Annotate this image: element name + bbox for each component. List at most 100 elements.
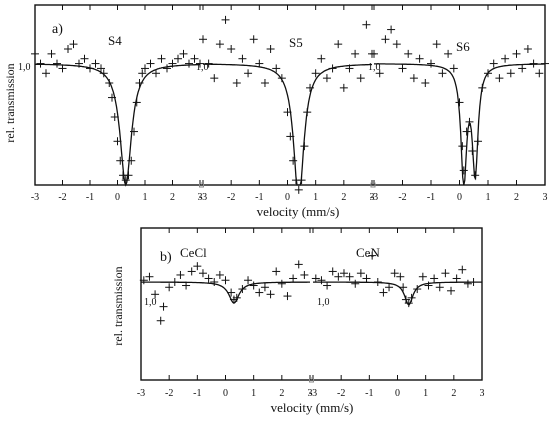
data-point	[260, 79, 269, 87]
data-point	[392, 40, 401, 49]
data-point	[535, 69, 544, 78]
panel-a-label: a)	[52, 22, 63, 37]
data-point	[409, 74, 418, 83]
x-tick-label: -1	[365, 388, 373, 399]
data-point	[306, 83, 315, 92]
data-point	[64, 45, 72, 53]
data-point	[176, 270, 185, 279]
panel-b-ylabel: rel. transmission	[111, 266, 125, 345]
panel-b: b) rel. transmission velocity (mm/s) -3 -…	[111, 227, 485, 415]
data-point	[196, 59, 204, 68]
data-point	[339, 83, 348, 92]
data-point	[132, 98, 141, 107]
series-label-cen: CeN	[356, 245, 380, 260]
data-point	[323, 281, 332, 290]
y-reference-label: 1,0	[144, 297, 157, 308]
x-tick-label: -3	[137, 388, 145, 399]
data-point	[462, 127, 471, 136]
series-label-s5: S5	[289, 35, 303, 50]
data-point	[449, 64, 458, 73]
data-point	[249, 281, 258, 290]
x-tick-label: -2	[58, 192, 66, 203]
data-point	[297, 176, 306, 185]
data-point	[396, 272, 405, 281]
data-point	[501, 54, 510, 63]
data-point	[303, 108, 312, 117]
data-point	[193, 262, 202, 271]
x-tick-label: 2	[451, 388, 456, 399]
data-point	[86, 64, 94, 73]
data-point	[113, 137, 122, 146]
data-point	[474, 137, 483, 146]
x-tick-label: 3	[308, 388, 313, 399]
data-point	[199, 35, 207, 44]
data-point	[139, 276, 148, 285]
data-point	[31, 49, 39, 58]
data-point	[152, 69, 160, 78]
data-point	[404, 49, 413, 58]
panel-b-data-points	[139, 251, 478, 325]
data-point	[286, 132, 295, 141]
data-point	[227, 45, 236, 53]
data-point	[334, 272, 343, 281]
data-point	[404, 299, 413, 308]
series-label-s6: S6	[456, 39, 470, 54]
x-tick-label: 0	[115, 192, 120, 203]
data-point	[484, 69, 492, 78]
data-point	[185, 59, 193, 68]
data-point	[351, 49, 360, 58]
data-point	[266, 290, 275, 299]
data-point	[151, 290, 160, 299]
data-point	[91, 59, 100, 68]
x-tick-label: -3	[309, 388, 317, 399]
data-point	[351, 279, 360, 288]
data-point	[53, 59, 61, 68]
data-point	[146, 59, 155, 68]
data-point	[317, 276, 326, 285]
x-tick-label: 1	[313, 192, 318, 203]
data-point	[385, 283, 394, 292]
data-point	[156, 316, 165, 325]
x-tick-label: 0	[395, 388, 400, 399]
data-point	[300, 270, 309, 279]
data-point	[418, 272, 427, 281]
data-point	[458, 265, 467, 274]
data-point	[272, 267, 281, 276]
data-point	[116, 156, 125, 165]
panel-a-xlabel: velocity (mm/s)	[257, 204, 340, 219]
x-tick-label: 1	[143, 192, 148, 203]
data-point	[255, 59, 264, 68]
data-point	[170, 278, 179, 286]
data-point	[455, 98, 464, 107]
data-point	[277, 74, 286, 83]
data-point	[215, 40, 224, 49]
data-point	[58, 64, 67, 73]
data-point	[334, 40, 343, 49]
data-point	[75, 59, 83, 68]
data-point	[398, 64, 407, 73]
panel-b-label: b)	[160, 250, 172, 265]
data-point	[379, 288, 388, 297]
panel-b-frame	[140, 227, 483, 381]
data-point	[399, 283, 408, 292]
data-point	[489, 59, 498, 68]
data-point	[110, 113, 119, 121]
fit-curve-cecl	[141, 281, 310, 304]
data-point	[249, 35, 258, 44]
data-point	[506, 69, 515, 78]
y-reference-label: 1,0	[368, 62, 381, 73]
data-point	[328, 64, 337, 73]
x-tick-label: 3	[543, 192, 548, 203]
x-tick-label: 1	[486, 192, 491, 203]
data-point	[300, 142, 309, 151]
data-point	[36, 59, 45, 68]
x-tick-label: 2	[341, 192, 346, 203]
data-point	[272, 64, 281, 73]
data-point	[121, 176, 130, 185]
data-point	[232, 79, 241, 87]
data-point	[210, 74, 219, 83]
x-tick-label: -2	[398, 192, 406, 203]
data-point	[145, 272, 154, 281]
panel-b-labels: CeCl 1,0 CeN 1,0	[144, 245, 380, 308]
data-point	[373, 278, 382, 286]
